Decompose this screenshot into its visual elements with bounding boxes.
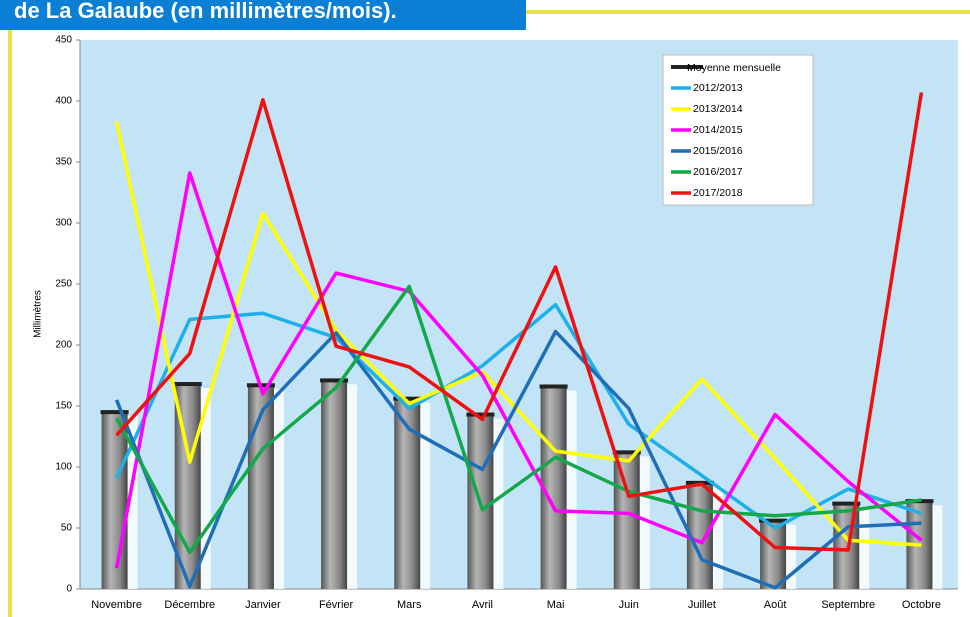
bar-cap: [612, 450, 641, 455]
bar-cap: [100, 410, 129, 415]
bar: [247, 385, 274, 589]
y-tick-label: 300: [55, 218, 72, 229]
legend-label: 2016/2017: [693, 166, 743, 178]
x-tick-label: Août: [764, 599, 787, 611]
bar: [613, 452, 640, 589]
x-tick-label: Septembre: [821, 599, 875, 611]
series-line: [114, 121, 922, 547]
series-line: [114, 171, 923, 569]
legend-label: 2014/2015: [693, 124, 743, 136]
legend-label: 2012/2013: [693, 82, 743, 94]
y-tick-label: 350: [55, 157, 72, 168]
y-tick-label: 450: [55, 35, 72, 46]
chart-title: de La Galaube (en millimètres/mois).: [14, 0, 397, 23]
legend-label: Moyenne mensuelle: [687, 62, 781, 74]
bar-cap: [539, 384, 568, 389]
legend-label: 2013/2014: [693, 103, 743, 115]
y-tick-label: 400: [55, 96, 72, 107]
bar-cap: [466, 412, 495, 417]
x-tick-label: Avril: [472, 599, 493, 611]
bar-cap: [320, 378, 349, 383]
bar-cap: [173, 382, 202, 387]
title-banner: [0, 0, 526, 30]
series-line: [114, 329, 922, 590]
y-tick-label: 250: [55, 279, 72, 290]
x-tick-label: Juillet: [688, 599, 716, 611]
legend-label: 2015/2016: [693, 145, 743, 157]
bar-cap: [832, 501, 861, 506]
bar-cap: [759, 518, 788, 523]
y-tick-label: 50: [61, 523, 73, 534]
y-tick-label: 100: [55, 462, 72, 473]
bar: [321, 380, 348, 589]
series-line: [115, 284, 922, 555]
x-tick-label: Mars: [397, 599, 422, 611]
y-tick-label: 150: [55, 401, 72, 412]
x-tick-label: Octobre: [902, 599, 941, 611]
y-axis-label: Millimètres: [33, 290, 44, 338]
series-line: [115, 92, 924, 552]
frame-top: [520, 10, 970, 14]
bar: [101, 412, 128, 589]
x-tick-label: Décembre: [164, 599, 215, 611]
bar: [394, 398, 421, 589]
x-tick-label: Février: [319, 599, 354, 611]
legend-label: 2017/2018: [693, 187, 743, 199]
x-tick-label: Janvier: [245, 599, 281, 611]
plot-area: [80, 40, 958, 589]
x-tick-label: Mai: [547, 599, 565, 611]
x-tick-label: Juin: [619, 599, 639, 611]
bar-cap: [393, 396, 422, 401]
y-tick-label: 0: [66, 584, 72, 595]
x-tick-label: Novembre: [91, 599, 142, 611]
frame-left: [8, 10, 12, 617]
series-line: [114, 302, 922, 530]
y-tick-label: 200: [55, 340, 72, 351]
bar: [760, 520, 787, 589]
